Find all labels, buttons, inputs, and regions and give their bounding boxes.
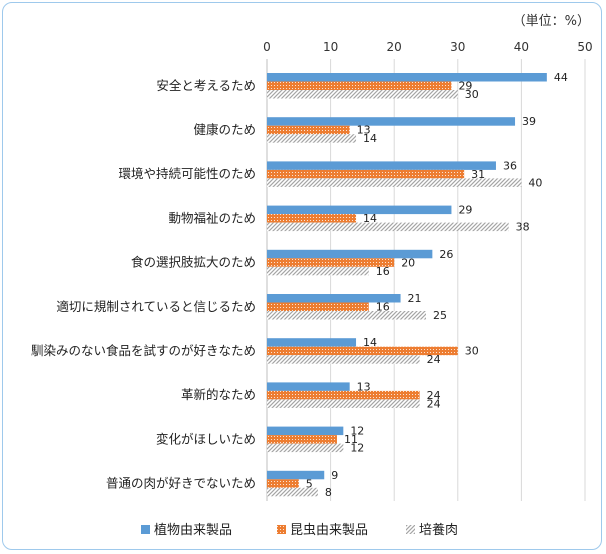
data-label: 24	[427, 389, 441, 402]
data-label: 38	[516, 221, 530, 234]
bar	[267, 399, 420, 408]
legend-label: 植物由来製品	[154, 523, 232, 538]
data-label: 25	[433, 309, 447, 322]
bar	[267, 222, 509, 232]
category-label: 安全と考えるため	[156, 78, 256, 93]
bar	[267, 487, 318, 497]
data-label: 16	[376, 301, 390, 314]
data-label: 12	[350, 442, 364, 455]
data-label: 30	[465, 345, 479, 358]
data-label: 9	[331, 469, 338, 482]
category-label: 馴染みのない食品を試すのが好きなため	[31, 343, 256, 358]
data-label: 5	[306, 477, 313, 490]
bar	[267, 443, 344, 453]
bar	[267, 169, 465, 179]
category-label: 健康のため	[193, 122, 256, 137]
bar	[267, 435, 337, 444]
bar	[267, 125, 350, 135]
bar	[267, 90, 458, 99]
x-tick-label: 30	[450, 40, 465, 54]
unit-label: （単位：%）	[512, 14, 590, 29]
data-label: 16	[376, 265, 390, 278]
bar	[267, 302, 369, 311]
bar	[267, 73, 547, 82]
legend-swatch	[141, 525, 150, 534]
bar	[267, 355, 420, 364]
x-tick-label: 10	[323, 40, 338, 54]
bar	[267, 258, 395, 267]
bar	[267, 178, 522, 187]
data-label: 11	[344, 433, 358, 446]
data-label: 29	[458, 80, 472, 93]
x-tick-label: 50	[577, 40, 592, 54]
bar	[267, 117, 516, 126]
category-label: 変化がほしいため	[156, 431, 256, 446]
legend-label: 培養肉	[419, 522, 458, 538]
category-label: 動物福祉のため	[168, 210, 256, 225]
data-label: 30	[465, 88, 479, 101]
category-label: 革新的なため	[181, 387, 256, 402]
data-label: 44	[554, 71, 568, 84]
data-label: 29	[458, 204, 472, 217]
x-tick-label: 0	[263, 40, 271, 54]
data-label: 12	[350, 425, 364, 438]
bar	[267, 205, 452, 215]
legend-swatch	[406, 525, 415, 534]
data-label: 36	[503, 159, 517, 172]
bar	[267, 161, 496, 170]
data-label: 26	[439, 248, 453, 261]
data-label: 24	[427, 353, 441, 366]
data-label: 14	[363, 336, 377, 349]
bar	[267, 338, 357, 347]
bar	[267, 266, 369, 276]
data-label: 14	[363, 132, 377, 145]
data-label: 20	[401, 256, 415, 269]
category-label: 食の選択肢拡大のため	[131, 255, 256, 270]
bar	[267, 134, 357, 143]
data-label: 13	[357, 380, 371, 393]
legend-swatch	[277, 525, 286, 534]
bar	[267, 470, 325, 480]
data-label: 8	[325, 486, 332, 499]
bar	[267, 214, 357, 223]
data-label: 31	[471, 168, 485, 181]
bar	[267, 479, 299, 488]
bar	[267, 382, 350, 391]
category-label: 環境や持続可能性のため	[118, 166, 256, 181]
bar	[267, 81, 452, 90]
x-tick-label: 40	[514, 40, 529, 54]
data-label: 13	[357, 124, 371, 137]
data-label: 40	[528, 176, 542, 189]
data-label: 21	[408, 292, 422, 305]
legend-label: 昆虫由来製品	[290, 523, 368, 538]
category-label: 適切に規制されていると信じるため	[56, 299, 256, 314]
bar	[267, 390, 420, 400]
bar	[267, 346, 458, 356]
data-label: 24	[427, 397, 441, 410]
data-label: 14	[363, 212, 377, 225]
x-tick-label: 20	[387, 40, 402, 54]
data-label: 39	[522, 115, 536, 128]
bar	[267, 249, 433, 259]
category-label: 普通の肉が好きでないため	[106, 476, 256, 491]
bar	[267, 294, 401, 303]
bar	[267, 311, 426, 320]
bar	[267, 426, 344, 436]
